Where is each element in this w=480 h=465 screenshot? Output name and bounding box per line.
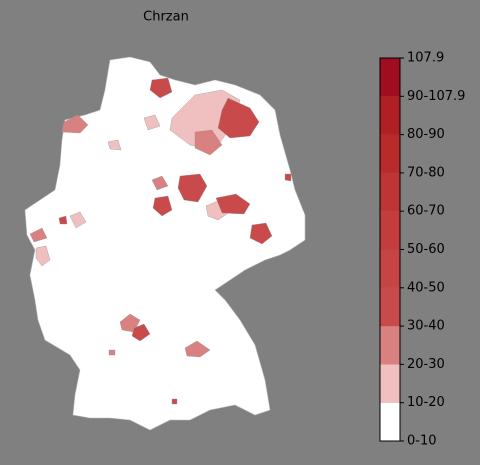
country-outline [24,56,306,431]
region [143,114,161,131]
colorbar-tick-label: 107.9 [407,51,444,66]
region [194,129,223,156]
colorbar-segment [380,326,400,365]
colorbar-tick-label: 20-30 [407,357,445,372]
colorbar-tick-label: 50-60 [407,242,445,257]
region [284,173,292,182]
regions [29,77,292,405]
colorbar-segment [380,134,400,173]
region [35,245,51,267]
colorbar: 0-10 10-20 20-30 30-40 40-50 50-60 60-70 70-80 8… [379,51,465,449]
colorbar-tick-label: 0-10 [407,434,437,449]
region [108,349,116,356]
region [131,323,151,342]
region [215,193,251,215]
colorbar-tick-label: 10-20 [407,395,445,410]
region [107,139,122,151]
colorbar-tick-label: 80-90 [407,127,445,142]
region [177,173,208,203]
colorbar-segment [380,249,400,288]
map-title: Chrzan [143,10,189,25]
colorbar-segment [380,211,400,250]
region [217,97,260,139]
colorbar-tick-label: 40-50 [407,280,445,295]
region [149,77,173,99]
colorbar-segment [380,364,400,403]
colorbar-segment [380,287,400,327]
colorbar-segment [380,96,400,135]
colorbar-tick-label: 90-107.9 [407,89,465,104]
colorbar-segment [380,402,400,441]
region [152,195,173,217]
colorbar-tick-label: 30-40 [407,319,445,334]
region [171,398,178,405]
colorbar-segment [380,58,400,97]
region [69,211,87,229]
region [29,227,48,243]
region [58,215,68,225]
colorbar-segment [380,172,400,212]
colorbar-tick-label: 60-70 [407,204,445,219]
region [249,222,273,245]
region [61,114,89,134]
region [151,175,169,191]
region [184,340,211,358]
colorbar-tick-label: 70-80 [407,165,445,180]
